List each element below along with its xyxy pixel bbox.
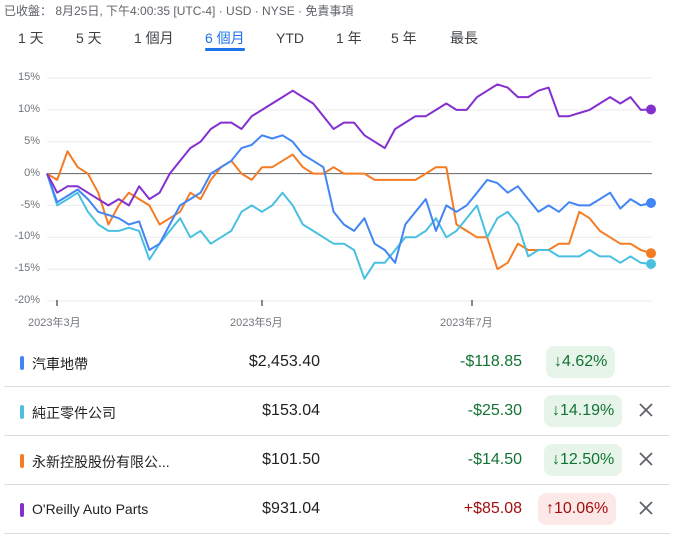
stock-price: $931.04 bbox=[262, 500, 320, 517]
series-end-marker bbox=[646, 198, 656, 209]
tab-1-day[interactable]: 1 天 bbox=[18, 30, 44, 46]
percent-change-badge: ↑10.06% bbox=[538, 493, 617, 525]
y-tick-label: -10% bbox=[14, 230, 40, 242]
x-tick-label: 2023年3月 bbox=[28, 317, 81, 329]
y-tick-label: -5% bbox=[20, 199, 40, 211]
comparison-table: 汽車地帶 $2,453.40 -$118.85 ↓4.62% 純正零件公司 $1… bbox=[4, 338, 670, 534]
percent-change-badge: ↓14.19% bbox=[544, 395, 623, 427]
stock-price: $2,453.40 bbox=[248, 353, 320, 370]
remove-comparison-button[interactable] bbox=[636, 400, 656, 420]
series-line bbox=[46, 83, 652, 207]
series-line bbox=[46, 134, 652, 264]
tab-1-year[interactable]: 1 年 bbox=[336, 30, 362, 46]
price-change: -$118.85 bbox=[460, 353, 522, 370]
tab-5-years[interactable]: 5 年 bbox=[391, 30, 417, 46]
comparison-row[interactable]: O'Reilly Auto Parts $931.04 +$85.08 ↑10.… bbox=[4, 485, 670, 534]
percent-change-badge: ↓12.50% bbox=[544, 444, 623, 476]
price-change: -$14.50 bbox=[467, 451, 522, 468]
x-tick-label: 2023年7月 bbox=[440, 317, 493, 329]
remove-comparison-button[interactable] bbox=[636, 498, 656, 518]
comparison-row[interactable]: 永新控股股份有限公... $101.50 -$14.50 ↓12.50% bbox=[4, 436, 670, 485]
market-status: 已收盤： 8月25日, 下午4:00:35 [UTC-4] · USD · NY… bbox=[4, 4, 354, 18]
stock-name: O'Reilly Auto Parts bbox=[32, 501, 149, 517]
tab-ytd[interactable]: YTD bbox=[276, 30, 304, 46]
price-change: +$85.08 bbox=[463, 500, 522, 517]
tab-1-month[interactable]: 1 個月 bbox=[134, 30, 174, 46]
y-tick-label: -15% bbox=[14, 262, 40, 274]
stock-name: 汽車地帶 bbox=[32, 356, 88, 372]
stock-price: $101.50 bbox=[262, 451, 320, 468]
percent-change-badge: ↓4.62% bbox=[546, 346, 616, 378]
chart-canvas bbox=[46, 77, 656, 306]
series-end-marker bbox=[646, 104, 656, 115]
series-color-swatch bbox=[20, 503, 24, 517]
y-tick-label: 5% bbox=[24, 135, 40, 147]
y-tick-label: 0% bbox=[24, 167, 40, 179]
y-tick-label: 15% bbox=[17, 71, 40, 83]
series-color-swatch bbox=[20, 405, 24, 419]
series-end-marker bbox=[646, 258, 656, 269]
price-change: -$25.30 bbox=[467, 402, 522, 419]
series-color-swatch bbox=[20, 454, 24, 468]
y-tick-label: 10% bbox=[17, 103, 40, 115]
stock-price: $153.04 bbox=[262, 402, 320, 419]
stock-name: 純正零件公司 bbox=[32, 405, 116, 421]
comparison-row[interactable]: 純正零件公司 $153.04 -$25.30 ↓14.19% bbox=[4, 387, 670, 436]
comparison-row[interactable]: 汽車地帶 $2,453.40 -$118.85 ↓4.62% bbox=[4, 338, 670, 387]
stock-name: 永新控股股份有限公... bbox=[32, 454, 170, 470]
series-color-swatch bbox=[20, 356, 24, 370]
x-tick-label: 2023年5月 bbox=[230, 317, 283, 329]
range-tabs: 1 天 5 天 1 個月 6 個月 YTD 1 年 5 年 最長 bbox=[0, 28, 677, 54]
y-tick-label: -20% bbox=[14, 294, 40, 306]
series-line bbox=[46, 173, 652, 280]
tab-5-days[interactable]: 5 天 bbox=[76, 30, 102, 46]
series-line bbox=[46, 150, 652, 271]
tab-6-months[interactable]: 6 個月 bbox=[205, 28, 245, 52]
tab-max[interactable]: 最長 bbox=[450, 30, 478, 46]
series-end-marker bbox=[646, 248, 656, 259]
remove-comparison-button[interactable] bbox=[636, 449, 656, 469]
comparison-chart[interactable]: 15% 10% 5% 0% -5% -10% -15% -20% 2023年3月… bbox=[0, 62, 677, 337]
